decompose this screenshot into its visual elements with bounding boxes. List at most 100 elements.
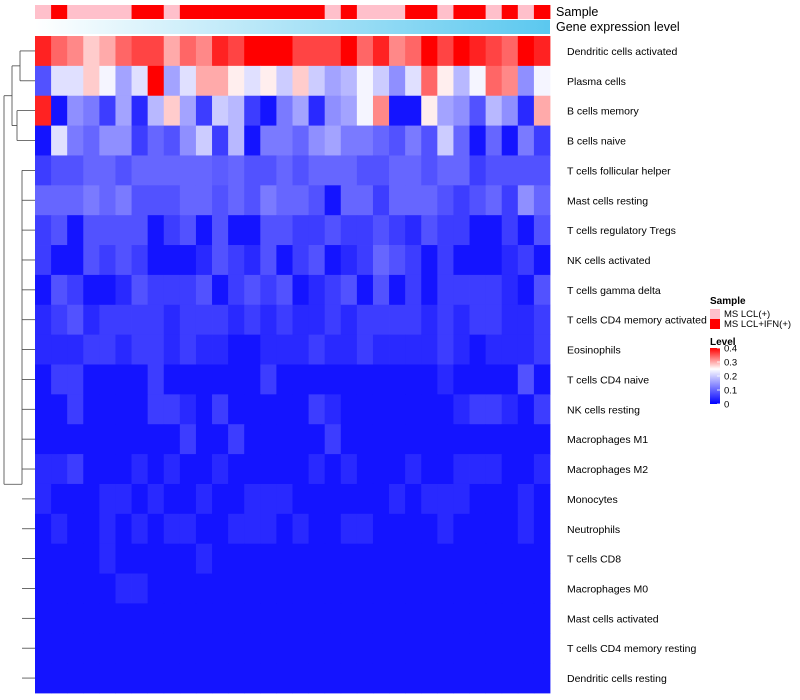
heatmap-cell [195, 543, 213, 574]
gene-expression-annotation-track [35, 20, 550, 34]
heatmap-cell [51, 513, 68, 545]
heatmap-cell [389, 663, 406, 694]
heatmap-cell [131, 663, 149, 694]
heatmap-cell [421, 65, 438, 97]
heatmap-cell [260, 155, 277, 186]
heatmap-cell [83, 603, 100, 634]
sample-annotation-cell [131, 5, 149, 19]
heatmap-cell [469, 454, 487, 485]
heatmap-cell [99, 394, 116, 425]
heatmap-cell [292, 633, 309, 664]
heatmap-cell [163, 215, 181, 246]
heatmap-cell [324, 483, 342, 515]
row-label: T cells CD4 memory resting [567, 643, 696, 655]
heatmap-cell [340, 215, 358, 246]
sample-annotation-cell [51, 5, 68, 19]
heatmap-cell [453, 215, 470, 246]
heatmap-cell [35, 155, 52, 186]
heatmap-cell [340, 304, 358, 336]
heatmap-cell [372, 125, 390, 156]
heatmap-cell [147, 36, 165, 67]
heatmap-cell [469, 95, 487, 126]
heatmap-cell [212, 245, 229, 276]
heatmap-cell [308, 334, 326, 365]
heatmap-cell [276, 483, 293, 515]
heatmap-cell [308, 245, 326, 276]
sample-annotation-cell [469, 5, 487, 19]
heatmap-cell [533, 36, 551, 67]
heatmap-cell [501, 245, 519, 276]
heatmap-cell [51, 663, 68, 694]
heatmap-cell [212, 633, 229, 664]
heatmap-cell [437, 65, 454, 97]
heatmap-cell [533, 633, 551, 664]
heatmap-cell [389, 215, 406, 246]
heatmap-cell [356, 245, 374, 276]
heatmap-cell [179, 155, 197, 186]
heatmap-cell [195, 603, 213, 634]
heatmap-cell [228, 454, 245, 485]
heatmap-cell [453, 394, 470, 425]
heatmap-cell [533, 603, 551, 634]
heatmap-cell [244, 543, 261, 574]
heatmap-cell [292, 215, 309, 246]
heatmap-cell [147, 633, 165, 664]
heatmap-cell [389, 36, 406, 67]
heatmap-cell [67, 364, 84, 395]
heatmap-cell [485, 215, 503, 246]
heatmap-cell [308, 95, 326, 126]
heatmap-cell [437, 364, 454, 395]
heatmap-cell [228, 543, 245, 574]
heatmap-cell [147, 543, 165, 574]
heatmap-cell [115, 543, 132, 574]
heatmap-cell [51, 155, 68, 186]
heatmap-cell [35, 245, 52, 276]
heatmap-cell [437, 454, 454, 485]
heatmap-cell [276, 36, 293, 67]
sample-annotation-cell [324, 5, 342, 19]
heatmap-cell [244, 155, 261, 186]
heatmap-cell [83, 274, 100, 306]
heatmap-cell [179, 125, 197, 156]
heatmap-cell [195, 334, 213, 365]
heatmap-cell [533, 573, 551, 604]
heatmap-cell [501, 185, 519, 216]
heatmap-cell [83, 483, 100, 515]
heatmap-cell [469, 483, 487, 515]
heatmap-cell [437, 334, 454, 365]
heatmap-cell [163, 185, 181, 216]
heatmap-cell [356, 36, 374, 67]
heatmap-cell [147, 95, 165, 126]
heatmap-cell [35, 304, 52, 336]
heatmap-cell [83, 245, 100, 276]
legend-level-tick-label: 0.1 [724, 386, 737, 397]
heatmap-cell [517, 573, 535, 604]
legend-colorbar-level [710, 348, 720, 404]
heatmap-cell [308, 573, 326, 604]
heatmap-cell [340, 573, 358, 604]
heatmap-cell [260, 334, 277, 365]
heatmap-cell [212, 274, 229, 306]
row-label: T cells regulatory Tregs [567, 225, 676, 237]
heatmap-cell [485, 513, 503, 545]
sample-annotation-cell [260, 5, 277, 19]
heatmap-cell [228, 633, 245, 664]
heatmap-cell [324, 185, 342, 216]
heatmap-cell [244, 364, 261, 395]
heatmap-cell [212, 424, 229, 455]
heatmap-cell [179, 274, 197, 306]
heatmap-cell [324, 36, 342, 67]
heatmap-cell [115, 125, 132, 156]
heatmap-cell [99, 334, 116, 365]
row-label: Macrophages M1 [567, 434, 648, 446]
heatmap-cell [131, 215, 149, 246]
heatmap-cell [179, 543, 197, 574]
heatmap-cell [372, 483, 390, 515]
heatmap-cell [163, 95, 181, 126]
heatmap-cell [389, 155, 406, 186]
heatmap-cell [276, 663, 293, 694]
heatmap-cell [244, 573, 261, 604]
heatmap-cell [340, 125, 358, 156]
heatmap-cell [340, 543, 358, 574]
row-label: T cells gamma delta [567, 285, 661, 297]
